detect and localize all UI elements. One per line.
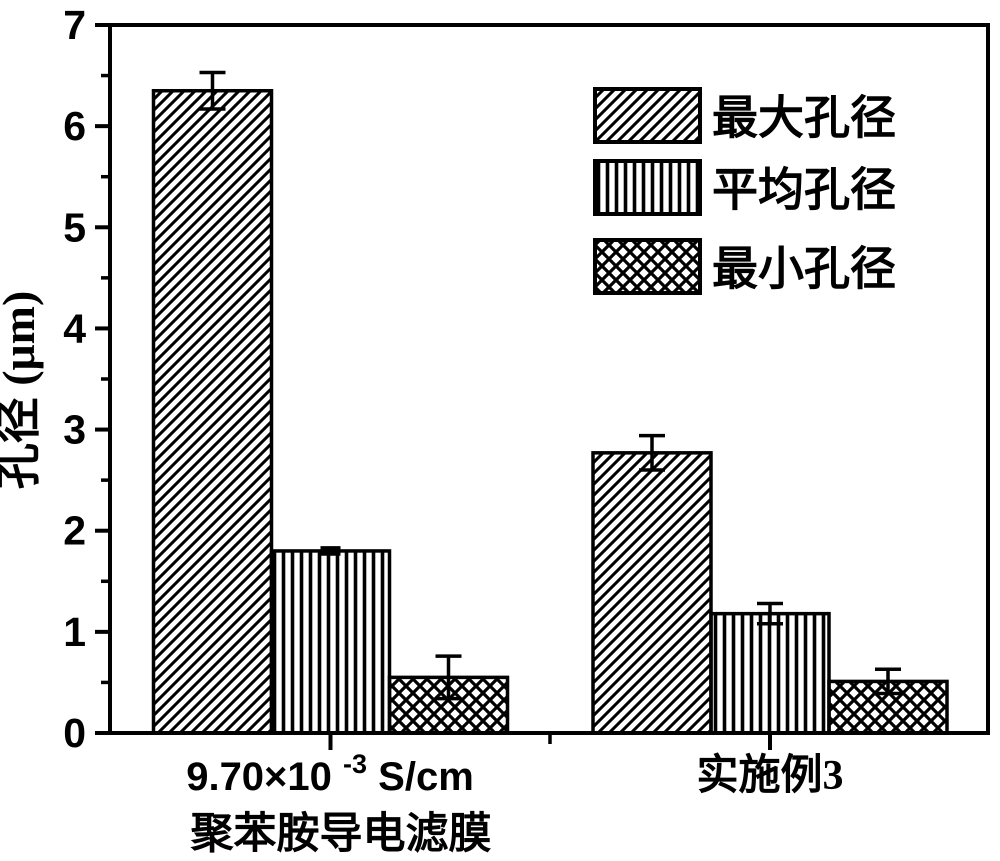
vertical-lines-icon [593, 159, 702, 216]
error-bar-series2-cat2 [757, 601, 783, 626]
y-axis-title: 孔径 (μm) [0, 291, 44, 490]
bar-series2-cat1 [269, 549, 392, 735]
category-1-label-line1: 9.70×10 -3 S/cm [186, 738, 474, 799]
y-tick-label-0: 0 [63, 710, 86, 756]
y-tick-label-2: 2 [63, 508, 86, 554]
error-bar-series3-cat1 [435, 654, 462, 701]
category-1-exponent: -3 [343, 749, 367, 779]
category-1-conductivity-value: 9.70×10 [186, 755, 332, 799]
y-axis-ticks: 0 1 2 3 4 5 6 7 [63, 2, 109, 756]
y-tick-label-5: 5 [63, 204, 86, 250]
error-bar-series1-cat2 [639, 433, 665, 472]
bar-series1-cat2 [591, 451, 713, 735]
error-bar-series3-cat2 [875, 667, 901, 696]
bar-series2-cat2 [709, 611, 831, 735]
cross-hatch-icon [593, 238, 702, 295]
y-tick-label-4: 4 [63, 305, 86, 351]
legend-label-max-pore: 最大孔径 [712, 93, 896, 144]
legend-label-avg-pore: 平均孔径 [712, 165, 896, 216]
x-category-labels: 9.70×10 -3 S/cm 聚苯胺导电滤膜 实施例3 [186, 738, 843, 858]
y-tick-label-7: 7 [63, 2, 86, 48]
category-1-label-line2: 聚苯胺导电滤膜 [190, 810, 492, 858]
plot-frame [108, 23, 990, 735]
diagonal-hatch-icon [593, 87, 702, 144]
legend: 最大孔径 平均孔径 最小孔径 [593, 87, 896, 295]
error-bars-layer [199, 70, 901, 701]
bar-series1-cat1 [151, 88, 274, 735]
y-tick-label-3: 3 [63, 407, 86, 453]
legend-label-min-pore: 最小孔径 [712, 244, 896, 295]
error-bar-series1-cat1 [199, 70, 226, 111]
category-2-label: 实施例3 [696, 752, 843, 799]
y-tick-label-6: 6 [63, 103, 86, 149]
x-axis-ticks [328, 735, 772, 750]
y-tick-label-1: 1 [63, 609, 86, 655]
category-1-units: S/cm [378, 755, 474, 799]
error-bar-series2-cat1 [320, 546, 341, 556]
